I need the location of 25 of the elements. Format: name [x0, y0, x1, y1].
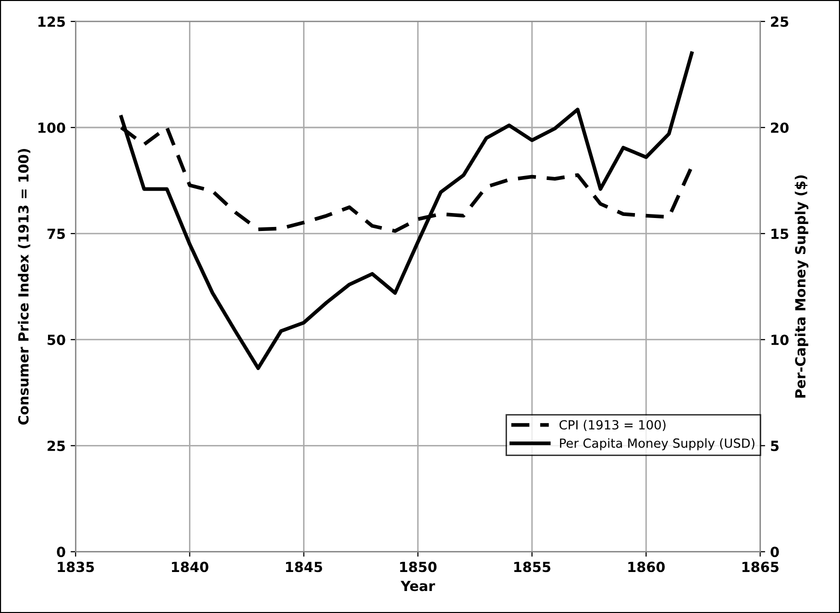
y2-tick-label: 20 — [771, 122, 789, 133]
y2-tick-label: 25 — [771, 16, 788, 27]
x-tick-label: 1850 — [400, 562, 437, 572]
y-tick-label: 25 — [48, 440, 65, 452]
legend-label: CPI (1913 = 100) — [560, 420, 666, 432]
y2-tick-label: 0 — [770, 546, 779, 558]
line-series — [119, 51, 694, 370]
y2-tick-label: 10 — [771, 334, 789, 346]
x-tick-label: 1840 — [172, 562, 208, 572]
y2-tick-label: 5 — [770, 440, 779, 452]
x-axis-title: Year — [400, 580, 436, 592]
x-tick-label: 1835 — [58, 562, 94, 572]
y-tick-label: 75 — [47, 228, 65, 240]
y-tick-label: 0 — [56, 546, 66, 558]
x-tick-label: 1855 — [514, 562, 550, 572]
y2-axis-title: Per-Capita Money Supply ($) — [794, 175, 808, 398]
y-tick-label: 100 — [38, 122, 66, 133]
y-tick-label: 125 — [38, 16, 65, 27]
y-axis-title: Consumer Price Index (1913 = 100) — [18, 149, 30, 425]
y-tick-label: 50 — [48, 334, 66, 346]
legend-label: Per Capita Money Supply (USD) — [560, 438, 754, 450]
x-tick-label: 1845 — [286, 562, 322, 572]
x-tick-label: 1865 — [742, 562, 779, 572]
y2-tick-label: 15 — [771, 228, 788, 240]
x-tick-label: 1860 — [628, 562, 665, 572]
